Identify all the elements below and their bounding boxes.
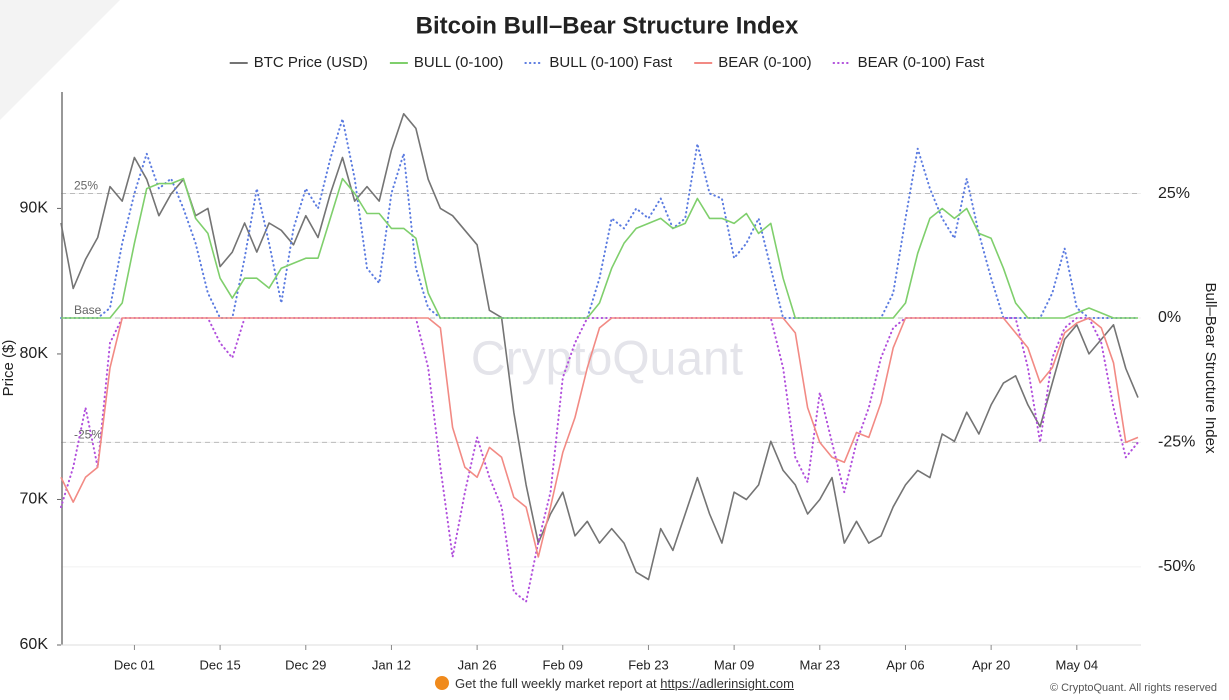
x-tick-label: Dec 29 [285, 657, 326, 672]
legend-label: BEAR (0-100) [718, 54, 811, 71]
footer: Get the full weekly market report at htt… [0, 676, 1229, 691]
y-axis-label: Price ($) [0, 340, 17, 397]
y-tick-label: 90K [20, 200, 49, 217]
reference-label: 25% [74, 179, 98, 193]
x-tick-label: Feb 09 [543, 657, 583, 672]
y-tick-label: 60K [20, 636, 49, 653]
chart-title: Bitcoin Bull–Bear Structure Index [416, 12, 799, 39]
series-line [60, 317, 1139, 603]
footer-link[interactable]: https://adlerinsight.com [660, 676, 794, 691]
x-tick-label: Apr 06 [886, 657, 924, 672]
x-tick-label: Jan 26 [458, 657, 497, 672]
legend-label: BULL (0-100) Fast [549, 54, 673, 71]
y2-tick-label: -50% [1158, 558, 1195, 575]
x-tick-label: Dec 15 [200, 657, 241, 672]
reference-label: -25% [74, 428, 102, 442]
y2-tick-label: -25% [1158, 434, 1195, 451]
legend-label: BTC Price (USD) [254, 54, 368, 71]
series-line [60, 117, 1139, 319]
y-tick-label: 80K [20, 345, 49, 362]
reference-label: Base [74, 303, 102, 317]
series-line [61, 177, 1138, 319]
series-line [60, 317, 1139, 558]
x-tick-label: Apr 20 [972, 657, 1010, 672]
legend-label: BEAR (0-100) Fast [858, 54, 986, 71]
x-tick-label: Dec 01 [114, 657, 155, 672]
x-tick-label: Jan 12 [372, 657, 411, 672]
x-tick-label: Feb 23 [628, 657, 668, 672]
watermark: CryptoQuant [471, 333, 743, 386]
series-line [60, 113, 1139, 581]
copyright: © CryptoQuant. All rights reserved [1049, 682, 1217, 694]
footer-text: Get the full weekly market report at [455, 676, 657, 691]
x-tick-label: May 04 [1055, 657, 1098, 672]
y-tick-label: 70K [20, 491, 49, 508]
x-tick-label: Mar 09 [714, 657, 754, 672]
y2-tick-label: 25% [1158, 185, 1190, 202]
y2-tick-label: 0% [1158, 309, 1181, 326]
legend: BTC Price (USD) BULL (0-100) BULL (0-100) … [229, 54, 986, 71]
corner-decoration [0, 0, 120, 120]
x-tick-label: Mar 23 [800, 657, 840, 672]
y2-axis-label: Bull–Bear Structure Index [1202, 283, 1219, 454]
chart: Bitcoin Bull–Bear Structure Index Crypto… [0, 0, 1219, 672]
footer-icon [435, 676, 450, 690]
legend-label: BULL (0-100) [414, 54, 504, 71]
